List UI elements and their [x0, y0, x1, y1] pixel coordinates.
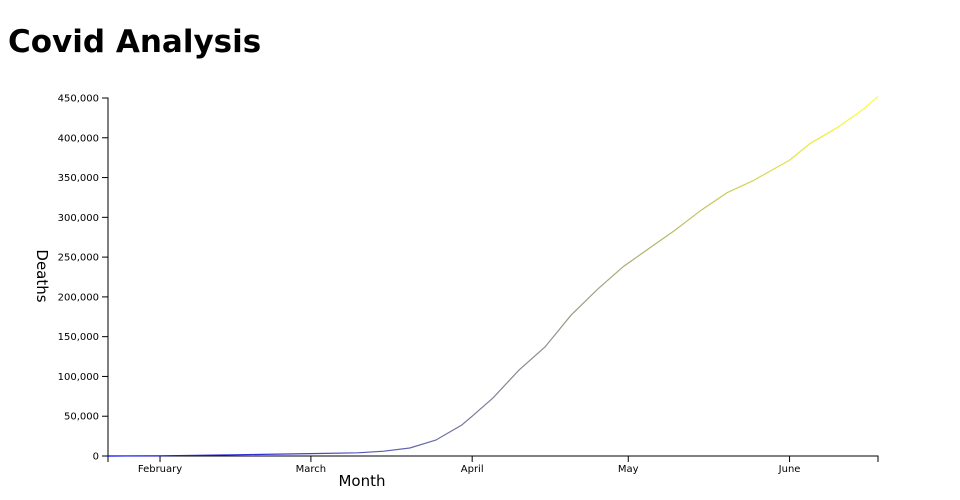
y-tick-label: 350,000	[58, 173, 99, 184]
x-tick-label: February	[138, 464, 182, 475]
x-tick-label: April	[461, 464, 484, 475]
deaths-series-line	[107, 95, 879, 457]
y-tick-label: 300,000	[58, 213, 99, 224]
y-tick-label: 450,000	[58, 94, 99, 105]
y-tick-label: 400,000	[58, 133, 99, 144]
y-tick-label: 250,000	[58, 253, 99, 264]
x-axis-label: Month	[338, 472, 385, 490]
y-tick-label: 0	[93, 452, 99, 463]
y-axis: 0 50,000 100,000 150,000 200,000 250,000 300,0…	[58, 94, 109, 463]
y-tick-label: 150,000	[58, 332, 99, 343]
y-axis-label: Deaths	[33, 249, 51, 302]
x-tick-label: March	[296, 464, 326, 475]
y-axis-domain	[102, 97, 109, 457]
x-axis-domain	[107, 455, 879, 462]
y-tick-label: 50,000	[64, 412, 99, 423]
x-tick-label: June	[778, 464, 801, 475]
x-axis: February March April May June	[107, 455, 879, 475]
y-tick-label: 200,000	[58, 292, 99, 303]
x-tick-label: May	[618, 464, 639, 475]
y-tick-label: 100,000	[58, 372, 99, 383]
page-title: Covid Analysis	[8, 24, 262, 60]
